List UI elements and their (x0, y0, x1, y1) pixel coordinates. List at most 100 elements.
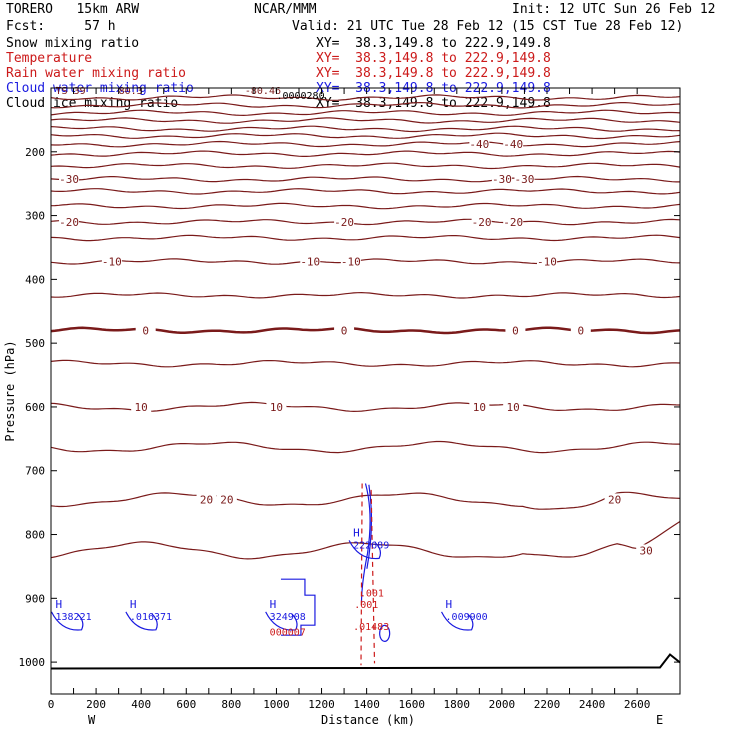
cloud-water-max-marker: H (446, 598, 453, 611)
temperature-contour-label: -30 (59, 173, 79, 186)
x-tick-label: 1400 (353, 698, 380, 711)
temperature-contour-label: -10 (537, 256, 557, 269)
contour-label-bg (491, 173, 512, 186)
field-temperature-name: Temperature (6, 51, 93, 66)
contour-label-bg (505, 324, 526, 337)
top-contour-label: -80.46 (245, 86, 281, 97)
temperature-contour (50, 202, 681, 210)
temperature-contour (50, 520, 681, 560)
cloud-water-contour (440, 611, 474, 631)
rain-water-contour (360, 483, 363, 666)
x-axis-label: Distance (km) (321, 713, 415, 727)
contour-label-bg (536, 255, 557, 268)
contour-label-bg (59, 173, 80, 186)
cloud-water-max-marker: H (270, 598, 277, 611)
temperature-contour (50, 491, 681, 510)
cloud-water-max-label: 324908 (270, 612, 306, 623)
contour-label-bg (514, 173, 535, 186)
ground-terrain (50, 653, 681, 670)
temperature-contour (50, 140, 681, 148)
cloud-water-contour (280, 578, 316, 636)
cloud-water-contour (50, 611, 84, 631)
cloud-water-contour (379, 624, 391, 643)
top-contour-label: .0000280 (276, 91, 324, 102)
plot-frame (50, 87, 681, 695)
temperature-contour-label: -40 (469, 138, 489, 151)
cloud-water-max-label: 138221 (56, 612, 92, 623)
temperature-contour-label: 0 (142, 324, 149, 337)
temperature-contour (50, 175, 680, 183)
org-title: NCAR/MMM (254, 2, 317, 17)
rain-water-label: 000007 (270, 627, 306, 638)
cloud-water-max-marker: H (56, 598, 63, 611)
contour-label-bg (59, 215, 80, 228)
y-tick-label: 200 (25, 146, 45, 159)
x-tick-label: 2200 (534, 698, 561, 711)
cloud-water-max-label: .009900 (446, 612, 488, 623)
init-time: Init: 12 UTC Sun 26 Feb 12 (512, 2, 716, 17)
contour-label-bg (300, 255, 321, 268)
x-tick-label: 1200 (308, 698, 335, 711)
top-contour-label: TS 39 (56, 86, 86, 97)
field-temperature-xy: XY= 38.3,149.8 to 222.9,149.8 (316, 51, 551, 66)
x-tick-label: 1600 (398, 698, 425, 711)
temperature-contour-label: -20 (334, 216, 354, 229)
temperature-contour (50, 117, 681, 124)
contour-label-bg (471, 215, 492, 228)
y-tick-label: 700 (25, 465, 45, 478)
contour-label-bg (503, 400, 524, 413)
cloud-water-column (360, 483, 373, 604)
cloud-water-contours (50, 483, 474, 643)
temperature-contour-label: 30 (640, 544, 653, 557)
temperature-contour (50, 132, 681, 140)
contour-label-bg (266, 400, 287, 413)
temperature-contour-label: 10 (507, 401, 520, 414)
temperature-contour-label: 20 (220, 493, 233, 506)
top-contour-label: 80.3 (119, 86, 143, 97)
temperature-contour-label: -20 (472, 216, 492, 229)
cloud-water-contour (125, 611, 158, 631)
x-tick-label: 2000 (489, 698, 516, 711)
cloud-water-max-marker: H (353, 526, 360, 539)
field-rain-name: Rain water mixing ratio (6, 66, 187, 81)
x-tick-label: 1800 (444, 698, 471, 711)
temperature-contour-label: -40 (503, 138, 523, 151)
x-tick-label: 0 (48, 698, 55, 711)
contour-label-bg (101, 255, 122, 268)
temperature-contour-label: -20 (59, 216, 79, 229)
contour-label-bg (503, 215, 524, 228)
temperature-contour (50, 162, 681, 170)
temperature-contour (50, 109, 681, 117)
valid-time: Valid: 21 UTC Tue 28 Feb 12 (15 CST Tue … (292, 19, 684, 34)
cloud-water-max-label: .016371 (130, 612, 172, 623)
y-axis-label: Pressure (hPa) (3, 340, 17, 441)
temperature-contour-label: -10 (102, 256, 122, 269)
temperature-contour-label: -20 (503, 216, 523, 229)
y-tick-label: 500 (25, 337, 45, 350)
x-tick-label: 2400 (579, 698, 606, 711)
y-tick-label: 1000 (19, 656, 46, 669)
contour-label-bg (334, 215, 355, 228)
contour-label-bg (131, 400, 152, 413)
temperature-contour (50, 150, 681, 157)
contour-label-bg (636, 544, 657, 557)
y-tick-label: 900 (25, 592, 45, 605)
temperature-contour-label: 10 (473, 401, 486, 414)
contour-label-bg (135, 324, 156, 337)
model-title: TORERO 15km ARW (6, 2, 140, 17)
temperature-contours: -40 -40-30 -30 -30-20 -20 -20 -20-10 -10 -10 -100… (50, 94, 681, 670)
x-tick-label: 200 (86, 698, 106, 711)
cloud-water-max-marker: H (130, 598, 137, 611)
temperature-contour (50, 188, 681, 195)
y-tick-label: 300 (25, 210, 45, 223)
y-tick-label: 800 (25, 529, 45, 542)
temperature-contour-label: 10 (270, 401, 283, 414)
rain-water-contour (370, 489, 376, 664)
x-tick-label: 600 (176, 698, 196, 711)
contour-label-bg (469, 400, 490, 413)
contour-label-bg (334, 324, 355, 337)
temperature-contour-label: -10 (341, 256, 361, 269)
temperature-contour-label: -10 (300, 256, 320, 269)
temperature-contour (50, 258, 681, 265)
